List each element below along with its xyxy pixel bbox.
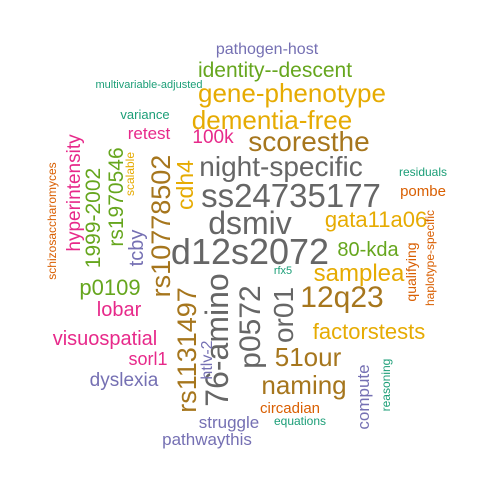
word-naming: naming <box>261 370 346 400</box>
word-dsmiv: dsmiv <box>208 205 292 241</box>
word-reasoning: reasoning <box>379 359 393 412</box>
word-d12s2072: d12s2072 <box>171 231 329 272</box>
word-lobar: lobar <box>97 299 142 321</box>
word-dyslexia: dyslexia <box>90 370 159 391</box>
word-pathogen-host: pathogen-host <box>216 41 319 58</box>
word-qualifying: qualifying <box>403 242 419 301</box>
word-compute: compute <box>354 364 373 429</box>
word-rfx5: rfx5 <box>274 265 292 277</box>
word-cdh4: cdh4 <box>172 160 198 210</box>
word-schizosaccharomyces: schizosaccharomyces <box>45 162 59 279</box>
word-multivariable-adjusted: multivariable-adjusted <box>96 79 203 91</box>
word-100k: 100k <box>192 127 234 148</box>
word-pathwaythis: pathwaythis <box>162 430 252 449</box>
word-1999-2002: 1999-2002 <box>82 168 105 268</box>
word-sorl1: sorl1 <box>128 349 167 369</box>
word-p0109: p0109 <box>79 275 140 300</box>
word-haplotype-specific: haplotype-specific <box>423 210 437 306</box>
word-gata11a06: gata11a06 <box>325 207 427 232</box>
word-samplea: samplea <box>314 260 405 287</box>
word-dementia-free: dementia-free <box>192 105 352 135</box>
word-variance: variance <box>120 107 169 122</box>
word-circadian: circadian <box>260 400 320 417</box>
word-equations: equations <box>274 414 326 428</box>
word-scalable: scalable <box>123 152 137 196</box>
word-12q23: 12q23 <box>300 281 383 314</box>
word-rs1970546: rs1970546 <box>105 147 128 246</box>
word-or01: or01 <box>268 287 299 343</box>
word-ss24735177: ss24735177 <box>201 177 381 214</box>
word-scoresthe: scoresthe <box>248 126 369 157</box>
word-76-amino: 76-amino <box>199 273 235 406</box>
word-struggle: struggle <box>199 413 259 432</box>
word-gene-phenotype: gene-phenotype <box>198 78 386 108</box>
word-hyperintensity: hyperintensity <box>64 134 85 252</box>
word-factorstests: factorstests <box>313 319 425 344</box>
word-visuospatial: visuospatial <box>53 328 158 350</box>
word-rs10778502: rs10778502 <box>146 155 176 298</box>
word-tcby: tcby <box>126 230 148 267</box>
word-80-kda: 80-kda <box>337 239 399 261</box>
word-p0572: p0572 <box>234 285 267 368</box>
word-identity-descent: identity--descent <box>198 59 352 82</box>
word-51our: 51our <box>275 342 342 372</box>
word-retest: retest <box>128 124 171 143</box>
word-htlv-2: htlv-2 <box>199 340 216 379</box>
word-rs1131497: rs1131497 <box>172 287 202 413</box>
word-residuals: residuals <box>399 165 447 179</box>
word-night-specific: night-specific <box>199 151 362 182</box>
word-pombe: pombe <box>400 183 446 200</box>
